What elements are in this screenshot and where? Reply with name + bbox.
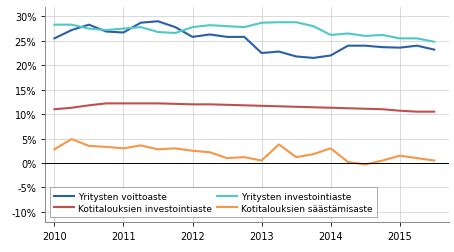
Yritysten voittoaste [259,52,264,55]
Kotitalouksien säästämisaste [345,161,350,164]
Kotitalouksien säästämisaste [121,147,126,150]
Yritysten investointiaste [86,28,92,31]
Kotitalouksien investointiaste [242,104,247,107]
Kotitalouksien investointiaste [155,102,161,105]
Kotitalouksien investointiaste [380,108,385,111]
Yritysten investointiaste [190,26,195,29]
Kotitalouksien investointiaste [121,102,126,105]
Yritysten investointiaste [224,25,230,28]
Kotitalouksien investointiaste [104,102,109,105]
Kotitalouksien säästämisaste [224,157,230,160]
Yritysten investointiaste [362,35,368,38]
Yritysten voittoaste [242,36,247,39]
Kotitalouksien säästämisaste [311,153,316,156]
Yritysten voittoaste [380,46,385,49]
Kotitalouksien säästämisaste [104,146,109,149]
Line: Kotitalouksien investointiaste: Kotitalouksien investointiaste [54,104,434,112]
Kotitalouksien säästämisaste [259,160,264,163]
Yritysten voittoaste [362,45,368,48]
Yritysten voittoaste [345,45,350,48]
Kotitalouksien investointiaste [276,105,281,108]
Kotitalouksien säästämisaste [69,138,74,141]
Kotitalouksien säästämisaste [242,156,247,159]
Yritysten investointiaste [69,24,74,27]
Kotitalouksien säästämisaste [52,148,57,151]
Yritysten voittoaste [432,49,437,52]
Yritysten investointiaste [380,34,385,37]
Yritysten voittoaste [104,31,109,34]
Yritysten investointiaste [328,34,333,37]
Yritysten investointiaste [138,26,143,29]
Kotitalouksien investointiaste [414,111,419,114]
Yritysten voittoaste [173,26,178,29]
Kotitalouksien säästämisaste [380,160,385,163]
Kotitalouksien investointiaste [362,108,368,111]
Kotitalouksien investointiaste [311,106,316,109]
Kotitalouksien säästämisaste [155,148,161,151]
Kotitalouksien säästämisaste [362,163,368,166]
Kotitalouksien investointiaste [345,107,350,110]
Yritysten investointiaste [104,29,109,33]
Yritysten investointiaste [52,24,57,27]
Yritysten voittoaste [207,34,212,37]
Kotitalouksien säästämisaste [138,144,143,147]
Yritysten voittoaste [69,29,74,33]
Kotitalouksien investointiaste [432,111,437,114]
Yritysten investointiaste [242,26,247,29]
Yritysten investointiaste [121,28,126,31]
Kotitalouksien säästämisaste [86,145,92,148]
Yritysten voittoaste [328,55,333,58]
Kotitalouksien investointiaste [293,106,299,109]
Kotitalouksien investointiaste [69,107,74,110]
Line: Yritysten investointiaste: Yritysten investointiaste [54,23,434,43]
Yritysten voittoaste [86,24,92,27]
Kotitalouksien investointiaste [138,102,143,105]
Yritysten voittoaste [397,47,402,50]
Kotitalouksien säästämisaste [173,147,178,150]
Yritysten investointiaste [345,33,350,36]
Kotitalouksien investointiaste [397,110,402,113]
Kotitalouksien investointiaste [328,107,333,110]
Kotitalouksien säästämisaste [328,147,333,150]
Yritysten voittoaste [224,36,230,39]
Kotitalouksien investointiaste [190,103,195,106]
Yritysten investointiaste [276,22,281,25]
Kotitalouksien säästämisaste [397,154,402,158]
Yritysten voittoaste [52,38,57,41]
Kotitalouksien säästämisaste [276,143,281,146]
Yritysten voittoaste [276,51,281,54]
Legend: Yritysten voittoaste, Kotitalouksien investointiaste, Yritysten investointiaste,: Yritysten voittoaste, Kotitalouksien inv… [50,188,377,217]
Yritysten voittoaste [155,21,161,24]
Yritysten investointiaste [432,41,437,44]
Kotitalouksien säästämisaste [414,157,419,160]
Yritysten voittoaste [414,45,419,48]
Kotitalouksien säästämisaste [432,160,437,163]
Yritysten investointiaste [173,32,178,35]
Yritysten voittoaste [311,57,316,60]
Line: Yritysten voittoaste: Yritysten voittoaste [54,22,434,59]
Kotitalouksien säästämisaste [293,156,299,159]
Kotitalouksien investointiaste [259,105,264,108]
Yritysten investointiaste [397,38,402,41]
Kotitalouksien investointiaste [173,103,178,106]
Yritysten investointiaste [207,24,212,27]
Kotitalouksien investointiaste [52,108,57,111]
Kotitalouksien investointiaste [86,104,92,107]
Kotitalouksien investointiaste [224,104,230,107]
Yritysten voittoaste [190,36,195,39]
Yritysten voittoaste [121,32,126,35]
Kotitalouksien säästämisaste [190,150,195,153]
Line: Kotitalouksien säästämisaste: Kotitalouksien säästämisaste [54,140,434,165]
Yritysten investointiaste [414,38,419,41]
Yritysten investointiaste [155,31,161,34]
Yritysten investointiaste [311,25,316,28]
Yritysten voittoaste [138,22,143,25]
Kotitalouksien investointiaste [207,103,212,106]
Yritysten investointiaste [293,22,299,25]
Yritysten voittoaste [293,56,299,59]
Kotitalouksien säästämisaste [207,151,212,154]
Yritysten investointiaste [259,22,264,25]
